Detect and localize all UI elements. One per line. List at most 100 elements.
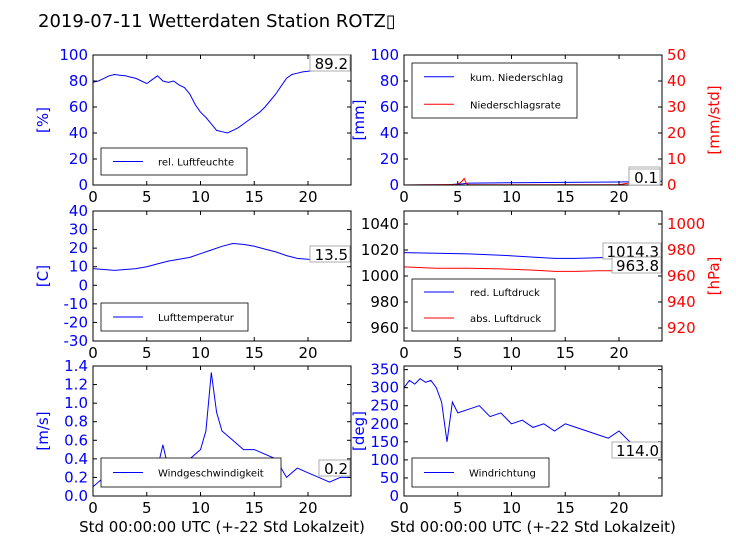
y-axis-label: [deg] — [350, 411, 368, 451]
y-tick-label: 1000 — [361, 267, 399, 285]
y-axis-label: [C] — [34, 265, 52, 287]
y-tick-label: 80 — [380, 72, 399, 90]
y-tick-label: 40 — [380, 124, 399, 142]
y-tick-label: 980 — [370, 293, 399, 311]
x-tick-label: 5 — [142, 499, 152, 517]
last-value: 114.0 — [616, 442, 659, 460]
y-right-tick-label: 960 — [667, 267, 696, 285]
axes-frame — [92, 54, 352, 186]
legend-label: Windrichtung — [469, 469, 536, 480]
x-tick-label: 0 — [88, 344, 98, 362]
x-tick-label: 10 — [502, 344, 521, 362]
last-value-box — [309, 245, 351, 263]
y-tick-label: 250 — [370, 397, 399, 415]
y-tick-label: 0.8 — [64, 413, 88, 431]
x-tick-label: 20 — [609, 344, 628, 362]
last-value: 89.2 — [315, 55, 348, 73]
y-tick-label: 10 — [69, 258, 88, 276]
legend-label: red. Luftdruck — [470, 288, 540, 299]
x-tick-label: 20 — [298, 344, 317, 362]
y-tick-label: 40 — [69, 124, 88, 142]
y-right-tick-label: 940 — [667, 293, 696, 311]
y-right-tick-label: 1000 — [667, 215, 705, 233]
y-tick-label: 20 — [380, 150, 399, 168]
legend-box — [411, 278, 556, 332]
x-tick-label: 5 — [453, 499, 463, 517]
y-tick-label: 1.0 — [64, 394, 88, 412]
x-tick-label: 20 — [609, 499, 628, 517]
y-tick-label: 20 — [69, 239, 88, 257]
y-tick-label: 0.4 — [64, 450, 88, 468]
temperature-axes: 0 5 10 15 20-30-20-10010203040[C]Lufttempera… — [34, 202, 352, 362]
x-tick-label: 0 — [399, 188, 409, 206]
pressure-axes: 0 5 10 15 20 960 980 1000 1020 1040 920 940 960 980 10… — [361, 210, 723, 362]
legend-label: Windgeschwindigkeit — [158, 469, 264, 480]
x-tick-label: 10 — [191, 499, 210, 517]
y-tick-label: 100 — [370, 46, 399, 64]
last-value-right-box — [628, 168, 661, 186]
y-right-tick-label: 20 — [667, 124, 686, 142]
last-value-box — [318, 459, 351, 477]
y-tick-label: 20 — [69, 150, 88, 168]
series-line-windrichtung — [403, 377, 663, 456]
y-axis-label: [%] — [34, 107, 52, 133]
x-tick-label: 0 — [88, 188, 98, 206]
legend-label: Niederschlagsrate — [470, 100, 561, 111]
y-tick-label: 80 — [69, 72, 88, 90]
y-right-tick-label: 50 — [667, 46, 686, 64]
figure-title: 2019-07-11 Wetterdaten Station ROTZ▯ — [38, 11, 396, 32]
legend-label: Lufttemperatur — [158, 313, 235, 324]
series-line-rel-luftfeuchte — [92, 68, 351, 134]
y-tick-label: 1.4 — [64, 357, 88, 375]
x-axis-label-right: Std 00:00:00 UTC (+-22 Std Lokalzeit) — [390, 518, 676, 536]
x-tick-label: 0 — [399, 499, 409, 517]
legend-box — [411, 62, 578, 119]
humidity-axes: 0 5 10 15 20 0 20 40 60 80 100 [%] rel. Luftfeuchte 8… — [34, 46, 352, 206]
x-tick-label: 0 — [88, 499, 98, 517]
x-tick-label: 20 — [298, 188, 317, 206]
y-right-tick-label: 920 — [667, 319, 696, 337]
x-tick-label: 10 — [191, 188, 210, 206]
legend-label: kum. Niederschlag — [470, 73, 563, 84]
last-value: 0.2 — [324, 460, 348, 478]
y-tick-label: 200 — [370, 415, 399, 433]
y-axis-label-right: [mm/std] — [705, 85, 723, 154]
winddirection-axes: 0 5 10 15 20050100150200250300350[deg]Windri… — [350, 361, 663, 517]
last-value: 13.5 — [315, 246, 348, 264]
y-tick-label: 960 — [370, 319, 399, 337]
y-tick-label: 0 — [78, 276, 88, 294]
y-right-tick-label: 10 — [667, 150, 686, 168]
y-tick-label: 1.2 — [64, 376, 88, 394]
x-tick-label: 20 — [609, 188, 628, 206]
last-value-right: 0.1 — [634, 169, 658, 187]
last-value-box — [611, 441, 662, 459]
x-tick-label: 0 — [399, 344, 409, 362]
y-axis-label: [mm] — [350, 100, 368, 141]
x-tick-label: 10 — [502, 188, 521, 206]
x-tick-label: 5 — [453, 344, 463, 362]
legend-label: rel. Luftfeuchte — [158, 158, 234, 169]
last-value-right-box — [611, 256, 662, 274]
y-tick-label: 0.6 — [64, 431, 88, 449]
x-tick-label: 15 — [556, 344, 575, 362]
axes-frame — [403, 365, 663, 497]
y-axis-label-right: [hPa] — [705, 257, 723, 296]
last-value-right: 963.8 — [616, 257, 659, 275]
x-tick-label: 15 — [245, 188, 264, 206]
x-axis-label-left: Std 00:00:00 UTC (+-22 Std Lokalzeit) — [79, 518, 365, 536]
y-tick-label: 30 — [69, 221, 88, 239]
y-tick-label: 50 — [380, 469, 399, 487]
axes-frame — [403, 54, 663, 186]
y-tick-label: 1040 — [361, 215, 399, 233]
y-right-tick-label: 0 — [667, 176, 677, 194]
y-tick-label: 0.2 — [64, 468, 88, 486]
y-tick-label: 150 — [370, 433, 399, 451]
last-value-box — [309, 54, 351, 72]
last-value: 1014.3 — [607, 243, 660, 261]
y-tick-label: 0.0 — [64, 487, 88, 505]
y-tick-label: 60 — [380, 98, 399, 116]
series-line-lufttemperatur — [92, 242, 351, 271]
y-tick-label: 1020 — [361, 241, 399, 259]
legend-box — [100, 302, 249, 332]
x-tick-label: 20 — [298, 499, 317, 517]
